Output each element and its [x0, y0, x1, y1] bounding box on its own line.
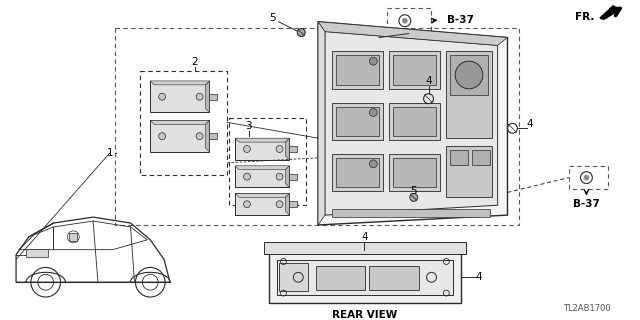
- Bar: [451, 55, 488, 95]
- Text: 4: 4: [476, 272, 482, 282]
- Bar: [150, 81, 209, 113]
- Bar: [451, 150, 468, 165]
- Polygon shape: [318, 22, 508, 225]
- Bar: [269, 252, 461, 303]
- Bar: [235, 193, 289, 215]
- Polygon shape: [235, 193, 289, 197]
- Bar: [446, 146, 492, 197]
- Circle shape: [244, 173, 250, 180]
- Bar: [316, 267, 365, 290]
- Polygon shape: [285, 138, 289, 160]
- Bar: [389, 103, 440, 140]
- Text: 4: 4: [425, 76, 432, 86]
- Bar: [289, 201, 298, 207]
- Text: FR.: FR.: [575, 12, 595, 22]
- Bar: [209, 133, 218, 139]
- Text: 4: 4: [527, 119, 534, 129]
- Text: 3: 3: [246, 121, 252, 131]
- Text: 2: 2: [191, 57, 198, 67]
- Bar: [276, 260, 453, 295]
- Bar: [332, 154, 383, 191]
- Polygon shape: [285, 166, 289, 188]
- Bar: [369, 267, 419, 290]
- Circle shape: [196, 93, 203, 100]
- Bar: [26, 249, 47, 257]
- Circle shape: [298, 28, 305, 36]
- Polygon shape: [205, 120, 209, 152]
- Text: 1: 1: [106, 148, 113, 158]
- Circle shape: [369, 57, 377, 65]
- Bar: [289, 174, 298, 180]
- Bar: [387, 8, 431, 34]
- Bar: [140, 71, 227, 175]
- Polygon shape: [150, 120, 209, 124]
- Polygon shape: [235, 138, 289, 142]
- Circle shape: [410, 193, 418, 201]
- Text: 5: 5: [269, 13, 276, 23]
- Text: B-37: B-37: [573, 199, 600, 209]
- Polygon shape: [285, 193, 289, 215]
- Bar: [332, 209, 490, 217]
- Bar: [569, 166, 608, 189]
- Polygon shape: [318, 22, 325, 225]
- Polygon shape: [150, 81, 209, 85]
- Bar: [393, 107, 436, 136]
- Bar: [393, 55, 436, 85]
- Circle shape: [196, 133, 203, 140]
- Bar: [446, 51, 492, 138]
- Bar: [235, 138, 289, 160]
- Circle shape: [276, 201, 283, 208]
- Polygon shape: [318, 22, 508, 45]
- Circle shape: [369, 160, 377, 168]
- Circle shape: [244, 201, 250, 208]
- Text: B-37: B-37: [447, 15, 474, 25]
- Circle shape: [159, 93, 166, 100]
- Bar: [69, 233, 77, 241]
- Circle shape: [455, 61, 483, 89]
- Bar: [472, 150, 490, 165]
- Circle shape: [584, 175, 589, 180]
- Bar: [229, 118, 306, 205]
- Polygon shape: [235, 166, 289, 170]
- Polygon shape: [205, 81, 209, 113]
- Bar: [332, 51, 383, 89]
- Bar: [115, 28, 519, 225]
- Circle shape: [403, 18, 407, 23]
- Text: 5: 5: [410, 187, 417, 196]
- Circle shape: [276, 146, 283, 152]
- Bar: [332, 103, 383, 140]
- Bar: [389, 51, 440, 89]
- Bar: [336, 55, 380, 85]
- Bar: [389, 154, 440, 191]
- Bar: [336, 158, 380, 188]
- Circle shape: [369, 108, 377, 116]
- Text: REAR VIEW: REAR VIEW: [332, 310, 397, 320]
- Polygon shape: [599, 5, 618, 20]
- Bar: [278, 263, 308, 291]
- Bar: [235, 166, 289, 188]
- Bar: [393, 158, 436, 188]
- Bar: [289, 146, 298, 152]
- Circle shape: [276, 173, 283, 180]
- Bar: [150, 120, 209, 152]
- Polygon shape: [325, 32, 498, 215]
- Bar: [264, 242, 466, 254]
- Circle shape: [159, 133, 166, 140]
- Text: TL2AB1700: TL2AB1700: [563, 304, 611, 313]
- Text: 4: 4: [361, 232, 368, 242]
- Circle shape: [244, 146, 250, 152]
- Bar: [336, 107, 380, 136]
- Bar: [209, 94, 218, 100]
